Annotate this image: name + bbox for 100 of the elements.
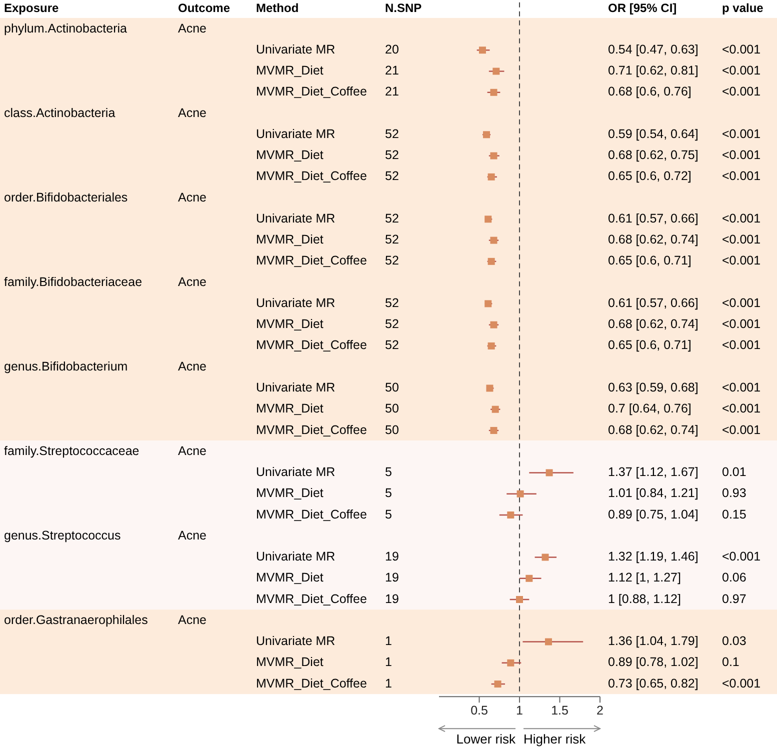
text: 50 [385, 422, 399, 437]
text: <0.001 [722, 550, 761, 564]
text: 0.68 [0.62, 0.74] [608, 317, 698, 332]
text: OR [95% CI] [608, 1, 677, 16]
text: Acne [178, 21, 207, 36]
category-label: genus.Bifidobacterium [4, 359, 128, 374]
text: 0.01 [722, 465, 746, 480]
x-tick-label: 2 [596, 703, 604, 718]
y-tick-label: MVMR_Diet [256, 317, 324, 332]
y-tick-label: Univariate MR [256, 211, 336, 226]
text: 19 [385, 592, 399, 606]
text: 1.36 [1.04, 1.79] [608, 634, 698, 648]
text: <0.001 [722, 64, 761, 78]
text: <0.001 [722, 317, 761, 332]
text: 1.12 [1, 1.27] [608, 570, 681, 585]
x-tick-label: 0.5 [470, 703, 488, 718]
text: 52 [385, 148, 399, 162]
text: Higher risk [524, 732, 586, 747]
y-tick-label: MVMR_Diet_Coffee [256, 169, 367, 184]
text: Exposure [4, 1, 60, 16]
text: 52 [385, 232, 399, 247]
y-tick-label: MVMR_Diet_Coffee [256, 592, 367, 606]
y-tick-label: MVMR_Diet [256, 402, 324, 416]
text: <0.001 [722, 422, 761, 437]
text: 21 [385, 84, 399, 99]
text: 52 [385, 254, 399, 268]
text: 0.68 [0.62, 0.75] [608, 148, 698, 162]
y-tick-label: MVMR_Diet_Coffee [256, 507, 367, 522]
text: 0.1 [722, 655, 740, 670]
text: <0.001 [722, 42, 761, 56]
y-tick-label: MVMR_Diet [256, 232, 324, 247]
text: 52 [385, 211, 399, 226]
text: 21 [385, 64, 399, 78]
text: 1 [385, 676, 392, 690]
y-tick-label: MVMR_Diet [256, 486, 324, 500]
y-tick-label: Univariate MR [256, 380, 336, 395]
y-tick-label: MVMR_Diet_Coffee [256, 676, 367, 690]
y-tick-label: Univariate MR [256, 126, 336, 141]
text: Lower risk [456, 732, 516, 747]
text: <0.001 [722, 211, 761, 226]
text: 19 [385, 550, 399, 564]
y-tick-label: MVMR_Diet [256, 148, 324, 162]
category-label: genus.Streptococcus [4, 528, 121, 542]
text: Method [256, 1, 299, 16]
text: 0.63 [0.59, 0.68] [608, 380, 698, 395]
category-label: family.Streptococcaceae [4, 444, 140, 458]
text: <0.001 [722, 676, 761, 690]
text: Acne [178, 190, 207, 204]
text: 52 [385, 338, 399, 352]
text: 1 [0.88, 1.12] [608, 592, 681, 606]
text: Acne [178, 274, 207, 289]
text: 1.01 [0.84, 1.21] [608, 486, 698, 500]
text: 1.32 [1.19, 1.46] [608, 550, 698, 564]
text: 1 [385, 634, 392, 648]
text: <0.001 [722, 296, 761, 310]
text: 0.68 [0.62, 0.74] [608, 232, 698, 247]
category-label: class.Actinobacteria [4, 106, 116, 120]
text: 50 [385, 402, 399, 416]
text: 1 [385, 655, 392, 670]
text: 0.89 [0.78, 1.02] [608, 655, 698, 670]
y-tick-label: Univariate MR [256, 550, 336, 564]
text: Acne [178, 106, 207, 120]
text: 0.65 [0.6, 0.71] [608, 338, 692, 352]
text: <0.001 [722, 254, 761, 268]
text: <0.001 [722, 169, 761, 184]
text: Acne [178, 359, 207, 374]
text: 0.89 [0.75, 1.04] [608, 507, 698, 522]
text: 0.71 [0.62, 0.81] [608, 64, 698, 78]
text: <0.001 [722, 84, 761, 99]
y-tick-label: MVMR_Diet [256, 64, 324, 78]
text: 52 [385, 317, 399, 332]
text: 0.93 [722, 486, 746, 500]
text: N.SNP [385, 1, 422, 16]
y-tick-label: MVMR_Diet [256, 570, 324, 585]
text: <0.001 [722, 338, 761, 352]
text: 52 [385, 126, 399, 141]
x-tick-label: 1.5 [551, 703, 568, 718]
y-tick-label: MVMR_Diet_Coffee [256, 422, 367, 437]
text: 5 [385, 507, 392, 522]
text: 52 [385, 296, 399, 310]
category-label: phylum.Actinobacteria [4, 21, 127, 36]
text: 0.97 [722, 592, 746, 606]
text: 19 [385, 570, 399, 585]
text: Acne [178, 444, 207, 458]
text: 0.03 [722, 634, 746, 648]
text: 1.37 [1.12, 1.67] [608, 465, 698, 480]
y-tick-label: MVMR_Diet_Coffee [256, 84, 367, 99]
text: 0.65 [0.6, 0.71] [608, 254, 692, 268]
text: 0.73 [0.65, 0.82] [608, 676, 698, 690]
text: Acne [178, 612, 207, 627]
text: <0.001 [722, 380, 761, 395]
text: 0.68 [0.6, 0.76] [608, 84, 692, 99]
text: 0.15 [722, 507, 746, 522]
text: 0.65 [0.6, 0.72] [608, 169, 692, 184]
text: 0.06 [722, 570, 746, 585]
y-tick-label: MVMR_Diet_Coffee [256, 338, 367, 352]
text: 0.54 [0.47, 0.63] [608, 42, 698, 56]
y-tick-label: Univariate MR [256, 634, 336, 648]
text: <0.001 [722, 126, 761, 141]
text: 5 [385, 465, 392, 480]
